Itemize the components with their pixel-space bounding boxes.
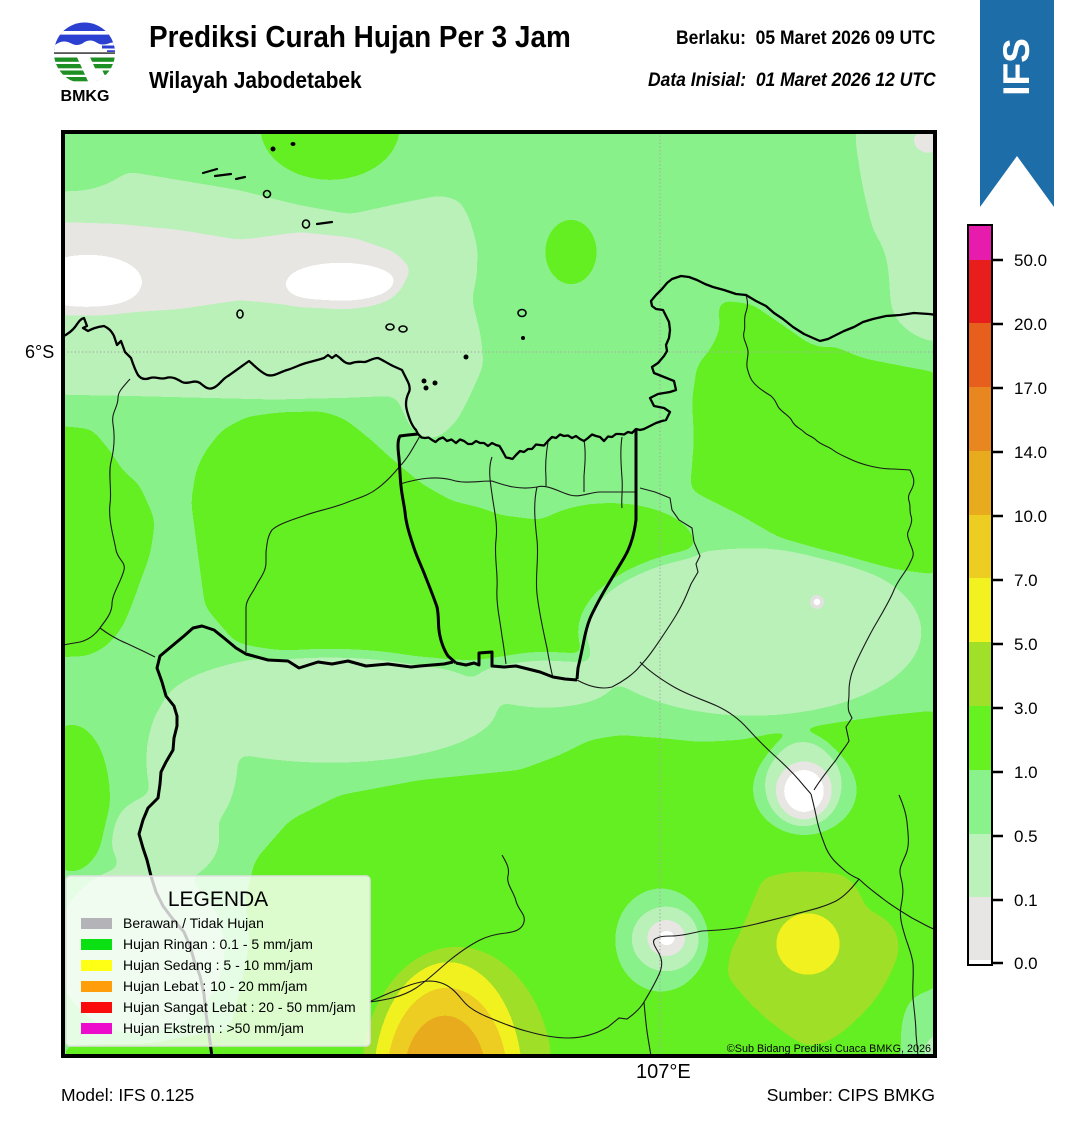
svg-text:©Sub Bidang Prediksi Cuaca BMK: ©Sub Bidang Prediksi Cuaca BMKG, 2026: [727, 1043, 931, 1055]
svg-text:Hujan Sedang : 5 - 10 mm/jam: Hujan Sedang : 5 - 10 mm/jam: [123, 957, 313, 973]
svg-text:BMKG: BMKG: [61, 88, 110, 103]
svg-text:Hujan Ringan : 0.1 - 5 mm/jam: Hujan Ringan : 0.1 - 5 mm/jam: [123, 936, 313, 952]
svg-text:LEGENDA: LEGENDA: [168, 888, 268, 911]
svg-text:Berawan / Tidak Hujan: Berawan / Tidak Hujan: [123, 915, 264, 931]
svg-text:Hujan Lebat : 10 - 20 mm/jam: Hujan Lebat : 10 - 20 mm/jam: [123, 978, 307, 994]
svg-text:Hujan Sangat Lebat : 20 - 50 m: Hujan Sangat Lebat : 20 - 50 mm/jam: [123, 999, 356, 1015]
svg-text:Hujan Ekstrem : >50 mm/jam: Hujan Ekstrem : >50 mm/jam: [123, 1020, 304, 1036]
